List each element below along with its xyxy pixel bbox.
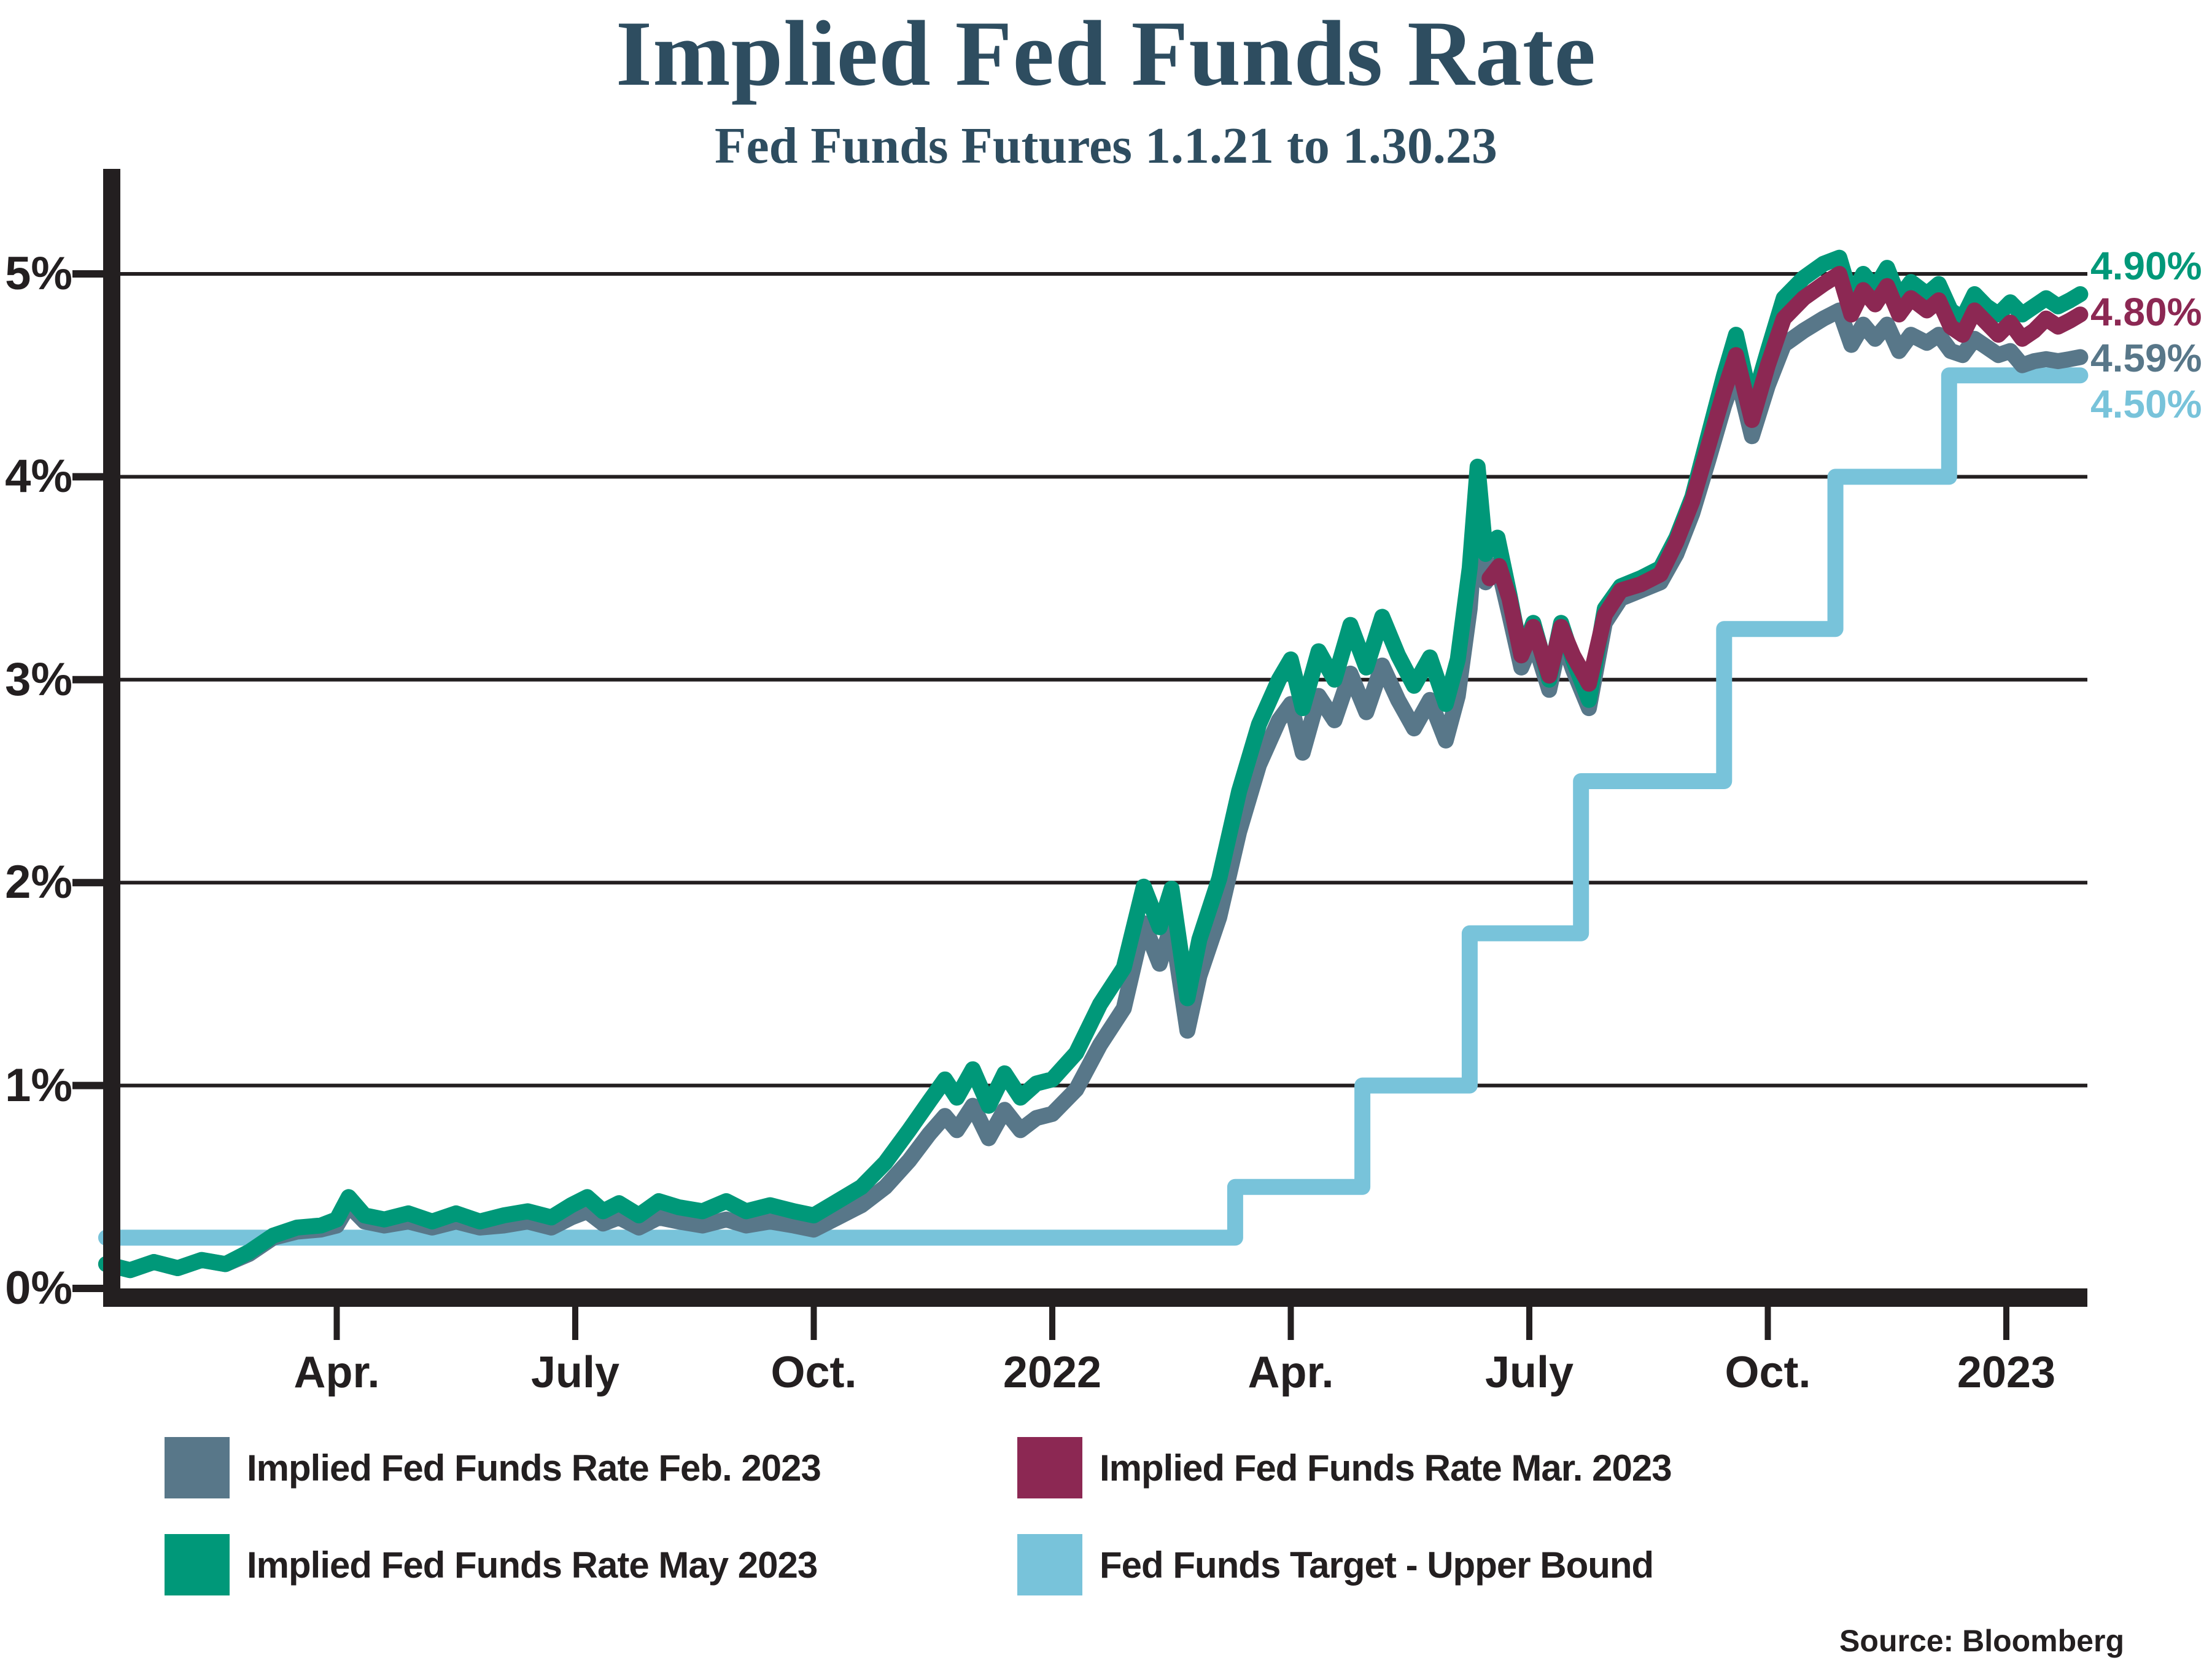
source-credit: Source: Bloomberg (1839, 1624, 2124, 1658)
series-line-may_2023 (98, 249, 2089, 1279)
legend-item-fed_target: Fed Funds Target - Upper Bound (1017, 1534, 1654, 1595)
chart-subtitle: Fed Funds Futures 1.1.21 to 1.30.23 (715, 117, 1497, 174)
x-tick-label-July: July (1484, 1348, 1574, 1397)
series-line-fed_target (98, 367, 2089, 1246)
x-tick-label-Oct.: Oct. (770, 1348, 857, 1397)
legend-label-feb_2023: Implied Fed Funds Rate Feb. 2023 (247, 1447, 821, 1489)
end-label-feb_2023: 4.59% (2090, 336, 2202, 381)
legend-item-may_2023: Implied Fed Funds Rate May 2023 (165, 1534, 818, 1595)
x-axis-bar (103, 1288, 2087, 1307)
legend-item-mar_2023: Implied Fed Funds Rate Mar. 2023 (1017, 1437, 1672, 1498)
end-label-may_2023: 4.90% (2090, 244, 2202, 289)
y-tick-label-5%: 5% (5, 247, 72, 300)
x-tick-label-Apr.: Apr. (293, 1348, 380, 1397)
y-axis-bar (103, 169, 120, 1307)
legend-item-feb_2023: Implied Fed Funds Rate Feb. 2023 (165, 1437, 821, 1498)
chart-title: Implied Fed Funds Rate (615, 2, 1597, 105)
legend-swatch-mar_2023 (1017, 1437, 1082, 1498)
legend-swatch-may_2023 (165, 1534, 230, 1595)
series-line-mar_2023 (1481, 266, 2089, 692)
legend-label-may_2023: Implied Fed Funds Rate May 2023 (247, 1544, 818, 1586)
y-tick-label-0%: 0% (5, 1262, 72, 1314)
end-label-mar_2023: 4.80% (2090, 290, 2202, 335)
legend-swatch-fed_target (1017, 1534, 1082, 1595)
x-tick-label-July: July (530, 1348, 620, 1397)
end-label-fed_target: 4.50% (2090, 382, 2202, 427)
x-tick-label-Oct.: Oct. (1725, 1348, 1811, 1397)
legend-swatch-feb_2023 (165, 1437, 230, 1498)
x-tick-label-Apr.: Apr. (1248, 1348, 1334, 1397)
legend-label-mar_2023: Implied Fed Funds Rate Mar. 2023 (1100, 1447, 1672, 1489)
y-tick-label-2%: 2% (5, 856, 72, 909)
y-tick-label-4%: 4% (5, 450, 72, 503)
series-line-feb_2023 (98, 302, 2089, 1279)
legend-label-fed_target: Fed Funds Target - Upper Bound (1100, 1544, 1654, 1586)
y-tick-label-1%: 1% (5, 1059, 72, 1112)
x-tick-label-2023: 2023 (1957, 1348, 2056, 1397)
x-tick-label-2022: 2022 (1003, 1348, 1102, 1397)
y-tick-label-3%: 3% (5, 653, 72, 706)
